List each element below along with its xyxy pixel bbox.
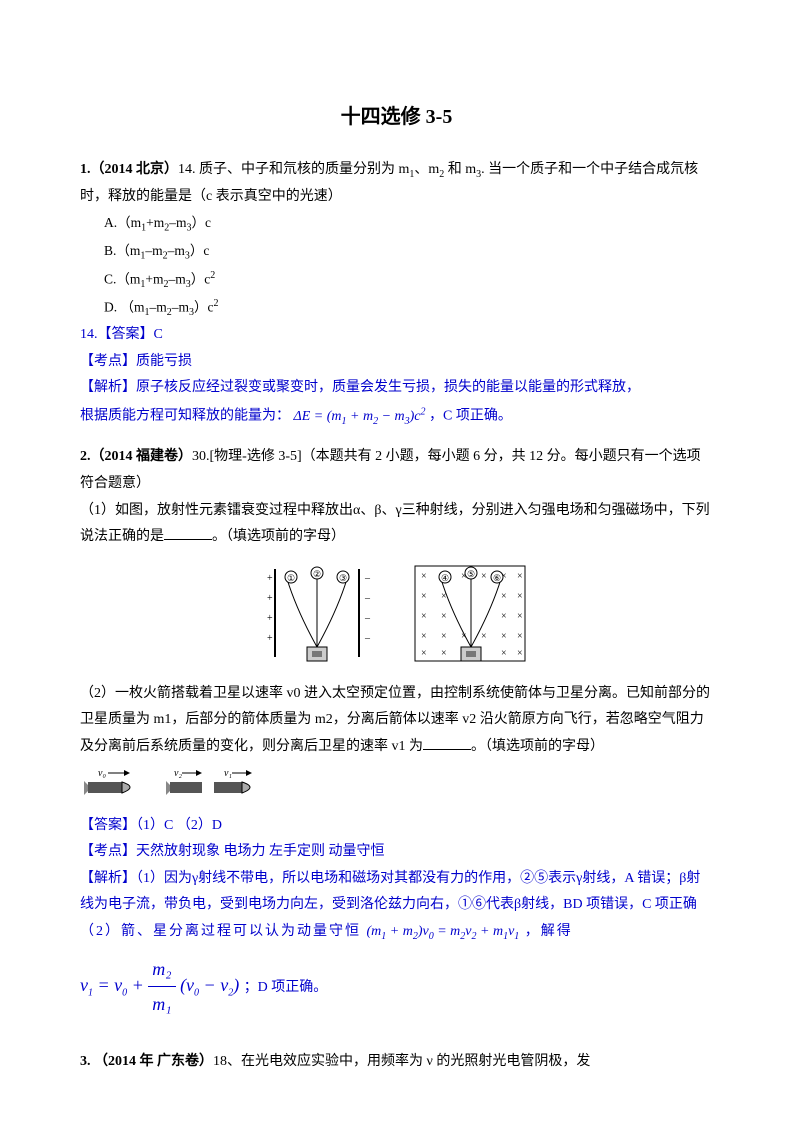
q2-p2: （2）一枚火箭搭载着卫星以速率 v0 进入太空预定位置，由控制系统使箭体与卫星分… xyxy=(80,681,713,761)
svg-text:③: ③ xyxy=(339,573,347,583)
svg-text:v₁: v₁ xyxy=(224,768,232,779)
svg-text:×: × xyxy=(517,571,523,582)
efield-diagram: + + + + – – – – ① ② ③ xyxy=(257,561,387,671)
q2-jiexi2c: ；D 项正确。 xyxy=(244,980,328,995)
q1-kaodian: 【考点】质能亏损 xyxy=(80,349,713,376)
q1-optC: C.（m1+m2–m3）c2 xyxy=(80,266,713,294)
q2-jiexi2b: ，解得 xyxy=(525,924,573,939)
svg-text:×: × xyxy=(517,631,523,642)
q1-formula: ΔE = (m1 + m2 − m3)c2 xyxy=(294,409,426,424)
svg-text:×: × xyxy=(421,571,427,582)
svg-text:–: – xyxy=(364,593,371,604)
rocket-row: v₀ v₂ v₁ xyxy=(80,767,713,795)
svg-text:⑤: ⑤ xyxy=(467,569,475,579)
svg-text:×: × xyxy=(517,591,523,602)
bfield-diagram: ×××××× ×××× ×××× ×××××× ×××× ④ ⑤ ⑥ xyxy=(407,561,537,671)
svg-text:×: × xyxy=(421,631,427,642)
q2-answer: 【答案】（1）C （2）D xyxy=(80,813,713,840)
svg-text:×: × xyxy=(501,631,507,642)
q1-header: 1.（2014 北京） xyxy=(80,162,178,177)
blank-1 xyxy=(164,525,212,540)
svg-text:×: × xyxy=(421,648,427,659)
q2-p2b: 。（填选项前的字母） xyxy=(471,739,604,754)
svg-text:×: × xyxy=(481,571,487,582)
q1-optD: D. （m1–m2–m3）c2 xyxy=(80,294,713,322)
svg-text:–: – xyxy=(364,573,371,584)
svg-text:–: – xyxy=(364,613,371,624)
svg-text:×: × xyxy=(421,591,427,602)
q3-block: 3. （2014 年 广东卷）18、在光电效应实验中，用频率为 ν 的光照射光电… xyxy=(80,1049,713,1076)
svg-text:×: × xyxy=(421,611,427,622)
q3-header: 3. （2014 年 广东卷） xyxy=(80,1054,213,1069)
q2-block: 2.（2014 福建卷）30.[物理-选修 3-5]（本题共有 2 小题，每小题… xyxy=(80,444,713,497)
svg-text:②: ② xyxy=(313,569,321,579)
svg-text:+: + xyxy=(267,613,273,624)
svg-text:×: × xyxy=(517,611,523,622)
q1-jiexi2: 根据质能方程可知释放的能量为： ΔE = (m1 + m2 − m3)c2 ，C… xyxy=(80,402,713,430)
svg-text:×: × xyxy=(501,591,507,602)
q2-jiexi1: 【解析】（1）因为γ射线不带电，所以电场和磁场对其都没有力的作用，②⑤表示γ射线… xyxy=(80,866,713,919)
q1-answer: 14.【答案】C xyxy=(80,322,713,349)
svg-text:×: × xyxy=(517,648,523,659)
page: 十四选修 3-5 1.（2014 北京）14. 质子、中子和氘核的质量分别为 m… xyxy=(0,0,793,1122)
svg-text:+: + xyxy=(267,593,273,604)
svg-text:×: × xyxy=(501,611,507,622)
q2-jiexi3: v1 = v0 + m₂ m₁ (v0 − v2) ；D 项正确。 xyxy=(80,952,713,1021)
svg-text:v₀: v₀ xyxy=(98,768,106,779)
svg-text:×: × xyxy=(441,648,447,659)
svg-text:①: ① xyxy=(287,573,295,583)
svg-text:×: × xyxy=(441,631,447,642)
svg-text:×: × xyxy=(441,611,447,622)
q1-optA: A.（m1+m2–m3）c xyxy=(80,210,713,238)
blank-2 xyxy=(423,735,471,750)
frac-den: m₁ xyxy=(148,987,175,1021)
q1-jiexi2b: ，C 项正确。 xyxy=(429,409,512,424)
q2-p2a: （2）一枚火箭搭载着卫星以速率 v0 进入太空预定位置，由控制系统使箭体与卫星分… xyxy=(80,686,710,754)
svg-text:+: + xyxy=(267,573,273,584)
q2-p1b: 。（填选项前的字母） xyxy=(212,529,345,544)
q2-jiexi2: （2）箭、星分离过程可以认为动量守恒 (m1 + m2)v0 = m2v2 + … xyxy=(80,919,713,946)
rocket-after: v₂ v₁ xyxy=(162,767,272,795)
q1-jiexi1: 【解析】原子核反应经过裂变或聚变时，质量会发生亏损，损失的能量以能量的形式释放， xyxy=(80,375,713,402)
rocket-before: v₀ xyxy=(80,767,150,795)
q1-optB: B.（m1–m2–m3）c xyxy=(80,238,713,266)
q2-header: 2.（2014 福建卷） xyxy=(80,449,192,464)
q1-block: 1.（2014 北京）14. 质子、中子和氘核的质量分别为 m1、m2 和 m3… xyxy=(80,157,713,210)
page-title: 十四选修 3-5 xyxy=(80,100,713,129)
svg-text:×: × xyxy=(481,631,487,642)
svg-text:⑥: ⑥ xyxy=(493,573,501,583)
q3-text: 18、在光电效应实验中，用频率为 ν 的光照射光电管阴极，发 xyxy=(213,1054,590,1069)
frac-num: m₂ xyxy=(148,952,175,987)
svg-text:+: + xyxy=(267,633,273,644)
q2-jiexi2a: （2）箭、星分离过程可以认为动量守恒 xyxy=(80,924,361,939)
diagram-row: + + + + – – – – ① ② ③ xyxy=(80,561,713,671)
svg-text:×: × xyxy=(501,648,507,659)
q1-jiexi2a: 根据质能方程可知释放的能量为： xyxy=(80,409,290,424)
q2-kaodian: 【考点】天然放射现象 电场力 左手定则 动量守恒 xyxy=(80,839,713,866)
q2-p1: （1）如图，放射性元素镭衰变过程中释放出α、β、γ三种射线，分别进入匀强电场和匀… xyxy=(80,498,713,551)
svg-text:④: ④ xyxy=(441,573,449,583)
q2-formula-1: (m1 + m2)v0 = m2v2 + m1v1 xyxy=(367,924,520,939)
svg-text:v₂: v₂ xyxy=(174,768,182,779)
q2-formula-2: v1 = v0 + m₂ m₁ (v0 − v2) xyxy=(80,975,244,995)
svg-text:–: – xyxy=(364,633,371,644)
